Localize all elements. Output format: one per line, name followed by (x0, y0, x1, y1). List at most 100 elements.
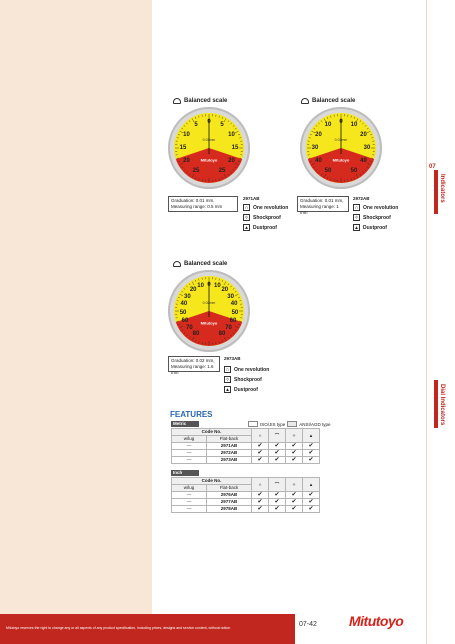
dial-tick (218, 341, 220, 344)
dial-tick (194, 116, 197, 119)
dial-number: 60 (181, 317, 189, 324)
dustproof-col: ▴ (302, 477, 320, 492)
balanced-col: ⌒ (268, 428, 286, 443)
dial-tick (234, 166, 237, 169)
dial-tick (188, 283, 191, 286)
dial-tick (188, 173, 191, 176)
dial-tick (221, 116, 224, 119)
dial-tick (191, 281, 195, 286)
dial-tick (359, 120, 362, 123)
dial-tick (350, 115, 352, 118)
dial-tick (323, 118, 327, 123)
dial-tick (221, 279, 224, 282)
code-cell: 2973AB (206, 456, 252, 464)
side-tab-indicators[interactable]: Indicators (427, 170, 455, 220)
dial-tick (177, 323, 180, 326)
dial-tick (309, 133, 312, 136)
scale-heading: Balanced scale (173, 261, 227, 267)
side-tab-dial-indicators[interactable]: Dial Indicators (427, 380, 455, 435)
metric-features-table: Code No. ∩ ⌒ ⁘ ▴ w/lug Flat-back —2971AB… (171, 428, 320, 464)
dial-number: 30 (184, 293, 191, 300)
dial-number: 5 (220, 122, 224, 129)
dial-tick (239, 137, 242, 139)
dial-tick (181, 329, 184, 332)
product-code: 2973AB (224, 356, 241, 361)
dial-tick (191, 118, 195, 123)
feature-one-revolution: ∩ One revolution (243, 204, 289, 211)
lug-cell: — (171, 491, 207, 499)
dial-gauge-image: 5 0 5 10 10 15 15 20 20 25 25 0.01mm Mitutoyo (168, 107, 250, 189)
check-mark: ✔ (285, 442, 303, 450)
shockproof-icon: ⁘ (292, 432, 296, 438)
feature-shockproof: ⁘ Shockproof (243, 214, 281, 221)
dial-number: 50 (179, 309, 187, 316)
dial-number: 50 (350, 167, 358, 174)
red-sector (307, 148, 375, 183)
dial-tick (234, 293, 239, 297)
dial-tick (183, 288, 186, 290)
dial-tick (359, 173, 362, 176)
dial-tick (186, 171, 188, 174)
dial-number: 20 (315, 132, 322, 138)
dial-tick (239, 300, 242, 302)
check-mark: ✔ (285, 491, 303, 499)
code-cell: 2978AB (206, 505, 252, 513)
dial-number: 0 (207, 282, 211, 288)
dial-tick (366, 166, 369, 169)
check-mark: ✔ (268, 505, 286, 513)
gauge-face (174, 276, 244, 346)
dial-tick (313, 166, 316, 169)
dial-number: 25 (192, 167, 200, 174)
dial-tick (181, 290, 184, 293)
legend-ansi: ANSI/AGD type (299, 421, 331, 427)
dial-tick (323, 173, 327, 178)
dial-number: 10 (183, 132, 190, 138)
side-tab-label: Indicators (439, 174, 445, 203)
shockproof-icon: ⁘ (224, 376, 231, 383)
chapter-number: 07 (429, 164, 436, 170)
dial-tick (239, 320, 242, 322)
dial-tick (309, 160, 312, 163)
dial-tick (371, 157, 374, 159)
dial-number: 80 (192, 330, 200, 337)
feature-shockproof: ⁘ Shockproof (224, 376, 262, 383)
dial-tick (198, 341, 200, 344)
check-mark: ✔ (251, 491, 269, 499)
footer-band (0, 614, 295, 644)
dial-tick (238, 296, 241, 299)
one-revolution-icon: ∩ (258, 432, 262, 438)
dial-number: 50 (324, 167, 332, 174)
dial-tick (227, 120, 230, 123)
dial-tick (183, 169, 186, 171)
code-cell: 2972AB (206, 449, 252, 457)
dial-tick (311, 130, 316, 134)
dial-tick (234, 162, 239, 166)
dial-tick (326, 116, 329, 119)
check-mark: ✔ (285, 449, 303, 457)
dial-tick (218, 115, 220, 118)
dial-tick (308, 157, 311, 159)
spec-graduation: Graduation: 0.02 mm, (171, 358, 215, 363)
dial-brand: Mitutoyo (200, 320, 218, 326)
check-mark: ✔ (285, 505, 303, 513)
dustproof-icon: ▴ (243, 224, 250, 231)
check-mark: ✔ (268, 449, 286, 457)
dial-tick (179, 130, 184, 134)
check-mark: ✔ (302, 491, 320, 499)
dial-tick (230, 334, 232, 337)
dial-number: 40 (315, 158, 322, 164)
dial-number: 10 (197, 283, 204, 290)
lug-header: w/lug (171, 435, 207, 443)
check-mark: ✔ (302, 449, 320, 457)
balanced-scale-icon: ⌒ (274, 432, 280, 438)
dial-tick (230, 122, 232, 125)
dial-tick (194, 340, 197, 343)
dial-number: 20 (221, 287, 229, 294)
dial-tick (198, 178, 200, 181)
right-margin-rule (426, 0, 427, 644)
code-cell: 2977AB (206, 498, 252, 506)
balanced-scale-icon (301, 98, 309, 104)
dial-tick (330, 115, 332, 118)
flat-header: Flat-back (206, 435, 252, 443)
dial-tick (186, 334, 188, 337)
